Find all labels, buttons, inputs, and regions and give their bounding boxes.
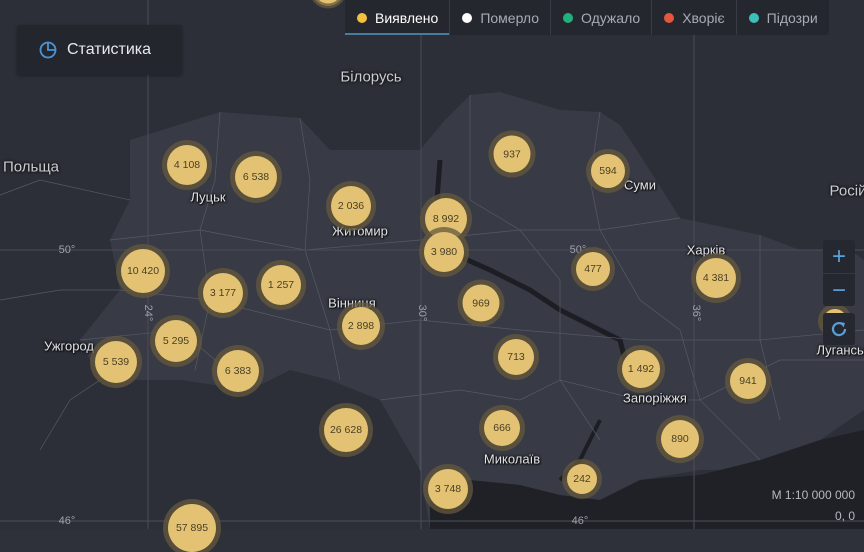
sick-dot-icon — [664, 12, 675, 23]
city-label: Суми — [624, 177, 656, 193]
case-cluster-marker[interactable]: 6 538 — [235, 156, 277, 198]
case-cluster-marker[interactable]: 2 036 — [331, 186, 371, 226]
detected-dot-icon — [357, 12, 367, 23]
case-cluster-marker[interactable]: 242 — [567, 464, 597, 494]
tab-sick[interactable]: Хворіє — [652, 0, 737, 35]
case-cluster-marker[interactable]: 937 — [493, 135, 531, 173]
case-cluster-marker[interactable]: 4 381 — [696, 258, 736, 298]
tab-label: Одужало — [581, 9, 641, 26]
country-label: Росій — [829, 182, 864, 200]
city-label: Миколаїв — [483, 451, 541, 467]
case-cluster-marker[interactable]: 57 895 — [168, 504, 216, 552]
tab-label: Хворіє — [682, 9, 725, 26]
tab-label: Підозри — [766, 9, 818, 26]
case-cluster-marker[interactable]: 10 420 — [121, 249, 165, 293]
died-dot-icon — [462, 12, 473, 23]
case-cluster-marker[interactable]: 666 — [484, 410, 520, 446]
case-cluster-marker[interactable]: 1 257 — [261, 265, 301, 305]
case-cluster-marker[interactable]: 1 492 — [622, 350, 660, 388]
country-label: Білорусь — [340, 68, 402, 86]
grid-label: 50° — [569, 244, 587, 256]
grid-label: 50° — [58, 244, 76, 256]
statistics-button[interactable]: Статистика — [17, 25, 182, 75]
case-cluster-marker[interactable]: 2 898 — [342, 307, 380, 345]
tab-suspected[interactable]: Підозри — [737, 0, 829, 35]
grid-label: 36° — [690, 304, 702, 322]
city-label: Харків — [686, 242, 726, 258]
case-cluster-marker[interactable]: 890 — [661, 420, 699, 458]
city-label: Запоріжжя — [623, 390, 687, 406]
grid-label: 30° — [416, 304, 428, 322]
case-cluster-marker[interactable]: 5 539 — [95, 341, 137, 383]
case-cluster-marker[interactable]: 6 383 — [217, 350, 259, 392]
case-cluster-marker[interactable]: 4 108 — [167, 145, 207, 185]
case-cluster-marker[interactable]: 477 — [576, 252, 610, 286]
tab-died[interactable]: Померло — [450, 0, 552, 35]
legend-tabs: Виявлено Померло Одужало Хворіє Підозри — [345, 0, 829, 35]
zoom-in-button[interactable]: + — [823, 240, 855, 274]
pie-chart-icon — [39, 41, 57, 59]
refresh-button[interactable] — [823, 313, 855, 345]
city-label: Вінниця — [328, 295, 376, 311]
city-label: Луганськ — [816, 342, 864, 358]
case-cluster-marker[interactable]: 969 — [462, 284, 500, 322]
grid-label: 46° — [58, 515, 76, 527]
zoom-controls: + − — [823, 240, 855, 306]
cursor-coordinates: 0, 0 — [834, 509, 855, 523]
suspected-dot-icon — [748, 12, 759, 23]
tab-recovered[interactable]: Одужало — [551, 0, 653, 35]
tab-label: Виявлено — [375, 9, 439, 26]
map-scale: M 1:10 000 000 — [771, 488, 855, 502]
refresh-icon — [831, 321, 847, 337]
recovered-dot-icon — [563, 12, 574, 23]
case-cluster-marker[interactable]: 3 177 — [203, 273, 243, 313]
tab-label: Померло — [480, 9, 540, 26]
case-cluster-marker[interactable]: 26 628 — [324, 408, 368, 452]
case-cluster-marker[interactable]: 713 — [498, 339, 534, 375]
city-label: Ужгород — [44, 338, 94, 354]
city-label: Луцьк — [190, 189, 226, 205]
case-cluster-marker[interactable]: 5 295 — [155, 320, 197, 362]
city-label: Житомир — [332, 223, 388, 239]
country-label: Польща — [2, 158, 60, 176]
grid-label: 24° — [142, 304, 154, 322]
case-cluster-marker[interactable]: 594 — [591, 154, 625, 188]
case-cluster-marker[interactable]: 3 980 — [424, 232, 464, 272]
case-cluster-marker[interactable]: 8 992 — [425, 198, 467, 240]
grid-label: 46° — [571, 515, 589, 527]
statistics-button-label: Статистика — [67, 41, 152, 58]
case-cluster-marker[interactable]: 3 748 — [428, 469, 468, 509]
case-cluster-marker[interactable]: 941 — [730, 363, 766, 399]
zoom-out-button[interactable]: − — [831, 276, 846, 304]
tab-detected[interactable]: Виявлено — [345, 0, 451, 35]
